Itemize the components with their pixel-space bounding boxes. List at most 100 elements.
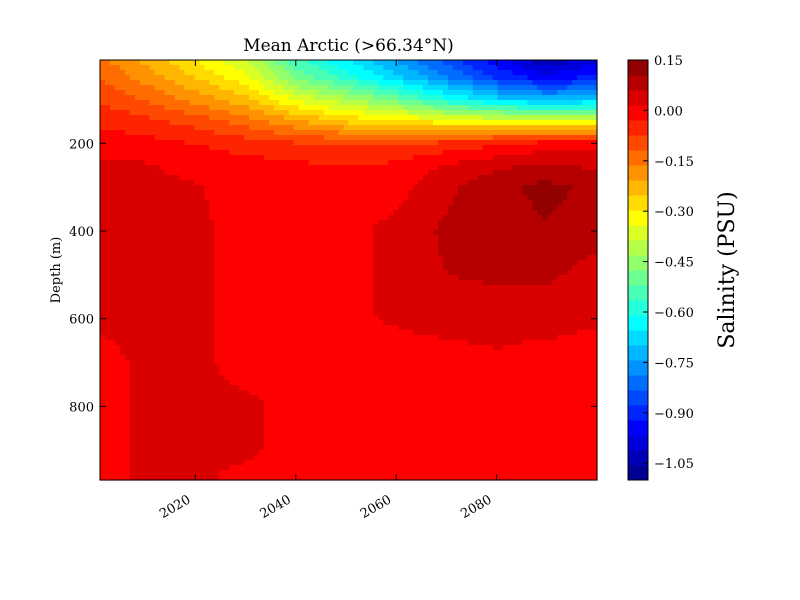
field-cell [447, 110, 454, 116]
field-cell [264, 155, 270, 161]
field-cell [298, 90, 305, 96]
field-cell [273, 75, 280, 81]
field-cell [368, 255, 374, 261]
field-cell [189, 120, 196, 126]
field-cell [234, 235, 240, 241]
field-cell [184, 195, 191, 201]
field-cell [109, 300, 116, 306]
field-cell [368, 280, 374, 286]
field-cell [487, 270, 494, 276]
field-cell [328, 290, 335, 296]
field-cell [164, 220, 171, 226]
field-cell [368, 270, 374, 276]
field-cell [452, 260, 459, 266]
field-cell [373, 275, 379, 281]
field-cell [333, 80, 340, 86]
field-cell [134, 170, 141, 176]
field-cell [432, 105, 439, 111]
field-cell [398, 245, 404, 251]
field-cell [487, 125, 494, 131]
field-cell [114, 285, 121, 291]
field-cell [522, 250, 529, 256]
field-cell [577, 210, 583, 216]
field-cell [462, 295, 469, 301]
field-cell [239, 215, 245, 221]
field-cell [244, 180, 250, 186]
field-cell [124, 295, 131, 301]
field-cell [408, 115, 414, 121]
field-cell [472, 75, 479, 81]
field-cell [174, 240, 181, 246]
field-cell [139, 245, 146, 251]
field-cell [487, 180, 494, 186]
field-cell [303, 235, 310, 241]
field-cell [169, 235, 176, 241]
field-cell [244, 220, 250, 226]
field-cell [373, 300, 379, 306]
field-cell [532, 275, 538, 281]
field-cell [119, 120, 126, 126]
field-cell [437, 225, 444, 231]
field-cell [313, 180, 320, 186]
field-cell [457, 165, 464, 171]
field-cell [189, 75, 196, 81]
field-cell [567, 215, 573, 221]
field-cell [413, 235, 419, 241]
field-cell [462, 155, 469, 161]
field-cell [333, 100, 340, 106]
field-cell [363, 275, 369, 281]
field-cell [408, 290, 414, 296]
field-cell [487, 250, 494, 256]
field-cell [159, 60, 166, 66]
field-cell [249, 135, 255, 141]
field-cell [363, 185, 369, 191]
field-cell [283, 100, 290, 106]
field-cell [109, 280, 116, 286]
field-cell [244, 80, 250, 86]
field-cell [268, 165, 275, 171]
field-cell [184, 85, 191, 91]
field-cell [219, 110, 225, 116]
field-cell [134, 110, 141, 116]
field-cell [557, 225, 563, 231]
field-cell [542, 285, 548, 291]
field-cell [577, 105, 583, 111]
field-cell [184, 255, 191, 261]
field-cell [214, 215, 220, 221]
field-cell [373, 90, 379, 96]
field-cell [447, 300, 454, 306]
field-cell [154, 190, 161, 196]
field-cell [298, 130, 305, 136]
field-cell [418, 305, 424, 311]
field-cell [572, 245, 578, 251]
field-cell [587, 170, 593, 176]
field-cell [119, 70, 126, 76]
field-cell [447, 280, 454, 286]
field-cell [532, 75, 538, 81]
field-cell [582, 175, 588, 181]
field-cell [229, 185, 235, 191]
field-cell [124, 230, 131, 236]
field-cell [482, 265, 489, 271]
field-cell [512, 250, 519, 256]
field-cell [109, 195, 116, 201]
field-cell [472, 285, 479, 291]
field-cell [298, 75, 305, 81]
field-cell [507, 155, 514, 161]
field-cell [144, 285, 151, 291]
field-cell [457, 220, 464, 226]
field-cell [164, 185, 171, 191]
field-cell [239, 180, 245, 186]
field-cell [577, 100, 583, 106]
field-cell [179, 140, 186, 146]
field-cell [567, 240, 573, 246]
field-cell [343, 205, 350, 211]
field-cell [124, 255, 131, 261]
field-cell [154, 60, 161, 66]
field-cell [423, 90, 429, 96]
field-cell [109, 250, 116, 256]
field-cell [532, 210, 538, 216]
field-cell [532, 280, 538, 286]
field-cell [259, 250, 265, 256]
field-cell [577, 185, 583, 191]
